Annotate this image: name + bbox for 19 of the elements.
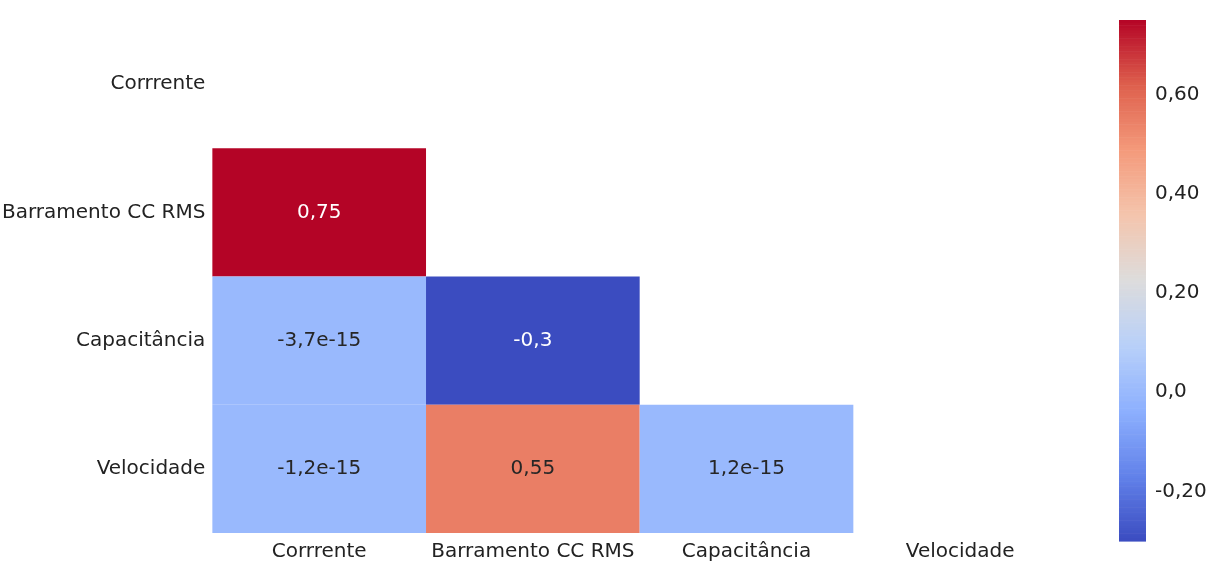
data-label: -1,2e-15 xyxy=(277,455,362,480)
x-tick-label: Barramento CC RMS xyxy=(431,538,635,563)
y-tick-label: Velocidade xyxy=(96,455,206,480)
y-tick-label: Corrrente xyxy=(110,70,206,95)
data-label: -3,7e-15 xyxy=(277,326,362,351)
x-tick-label: Capacitância xyxy=(681,538,812,563)
x-tick-label: Velocidade xyxy=(905,538,1015,563)
y-tick-label: Capacitância xyxy=(76,326,206,351)
color-bar-label: 0,40 xyxy=(1155,179,1200,204)
color-bar-label: 0,0 xyxy=(1155,378,1187,403)
x-tick-label: Corrrente xyxy=(271,538,367,563)
y-tick-label: Barramento CC RMS xyxy=(2,198,206,223)
data-label: 1,2e-15 xyxy=(708,455,785,480)
color-bar-label: -0,20 xyxy=(1155,477,1206,502)
data-label: 0,75 xyxy=(296,198,342,223)
data-label: -0,3 xyxy=(513,326,553,351)
color-bar-label: 0,20 xyxy=(1155,279,1200,304)
color-bar-label: 0,60 xyxy=(1155,80,1200,105)
data-label: 0,55 xyxy=(510,455,556,480)
